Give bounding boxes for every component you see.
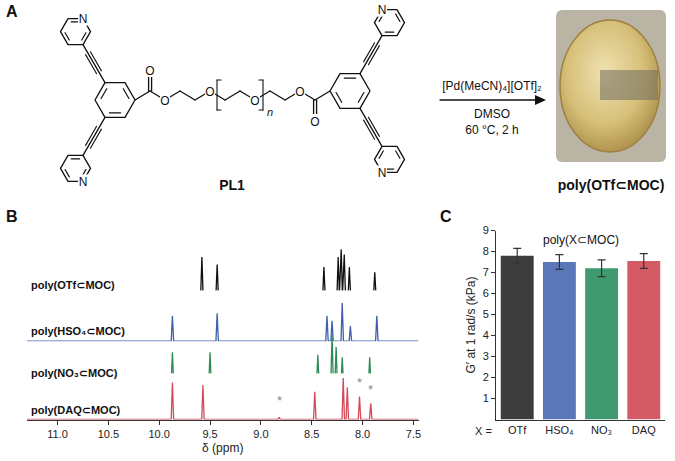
- svg-text:7.5: 7.5: [406, 428, 421, 440]
- svg-text:8: 8: [483, 245, 489, 257]
- svg-text:poly(X⊂MOC): poly(X⊂MOC): [543, 233, 619, 247]
- svg-text:O: O: [160, 94, 169, 108]
- svg-text:NO₃: NO₃: [591, 424, 612, 436]
- svg-text:60 °C, 2 h: 60 °C, 2 h: [465, 123, 519, 137]
- svg-text:8.0: 8.0: [355, 428, 370, 440]
- svg-text:G′ at 1 rad/s (kPa): G′ at 1 rad/s (kPa): [464, 277, 478, 374]
- svg-text:DMSO: DMSO: [474, 107, 510, 121]
- svg-text:OTf: OTf: [508, 424, 527, 436]
- svg-text:7: 7: [483, 266, 489, 278]
- svg-text:poly(DAQ⊂MOC): poly(DAQ⊂MOC): [31, 404, 121, 416]
- svg-text:n: n: [267, 106, 273, 118]
- svg-text:3: 3: [483, 350, 489, 362]
- svg-text:8.5: 8.5: [304, 428, 319, 440]
- svg-text:B: B: [6, 208, 18, 225]
- svg-text:*: *: [277, 393, 282, 408]
- svg-text:poly(OTf⊂MOC): poly(OTf⊂MOC): [558, 177, 665, 193]
- svg-text:C: C: [440, 208, 452, 225]
- svg-text:HSO₄: HSO₄: [545, 424, 574, 436]
- svg-text:10.5: 10.5: [98, 428, 119, 440]
- svg-text:poly(NO₃⊂MOC): poly(NO₃⊂MOC): [31, 367, 118, 379]
- svg-text:*: *: [368, 382, 373, 397]
- svg-text:PL1: PL1: [219, 177, 245, 193]
- svg-text:5: 5: [483, 308, 489, 320]
- svg-text:δ (ppm): δ (ppm): [202, 441, 243, 455]
- svg-text:6: 6: [483, 287, 489, 299]
- svg-text:9: 9: [483, 224, 489, 236]
- svg-text:O: O: [250, 94, 259, 108]
- svg-text:poly(OTf⊂MOC): poly(OTf⊂MOC): [31, 279, 115, 291]
- svg-text:[Pd(MeCN)₄][OTf]₂: [Pd(MeCN)₄][OTf]₂: [442, 79, 542, 93]
- svg-text:O: O: [145, 64, 154, 78]
- svg-text:1: 1: [483, 392, 489, 404]
- svg-text:10.0: 10.0: [148, 428, 169, 440]
- svg-text:9.0: 9.0: [253, 428, 268, 440]
- svg-text:N: N: [79, 175, 88, 189]
- svg-text:poly(HSO₄⊂MOC): poly(HSO₄⊂MOC): [31, 325, 125, 337]
- svg-text:11.0: 11.0: [47, 428, 68, 440]
- svg-text:O: O: [310, 115, 319, 129]
- svg-text:O: O: [205, 85, 214, 99]
- svg-text:X =: X =: [475, 425, 492, 437]
- svg-text:N: N: [378, 166, 387, 180]
- svg-text:N: N: [378, 3, 387, 17]
- svg-text:N: N: [79, 12, 88, 26]
- svg-text:*: *: [357, 375, 362, 390]
- svg-text:A: A: [6, 3, 18, 20]
- svg-text:2: 2: [483, 371, 489, 383]
- svg-text:4: 4: [483, 329, 489, 341]
- svg-text:O: O: [295, 85, 304, 99]
- svg-text:9.5: 9.5: [202, 428, 217, 440]
- svg-text:DAQ: DAQ: [632, 424, 656, 436]
